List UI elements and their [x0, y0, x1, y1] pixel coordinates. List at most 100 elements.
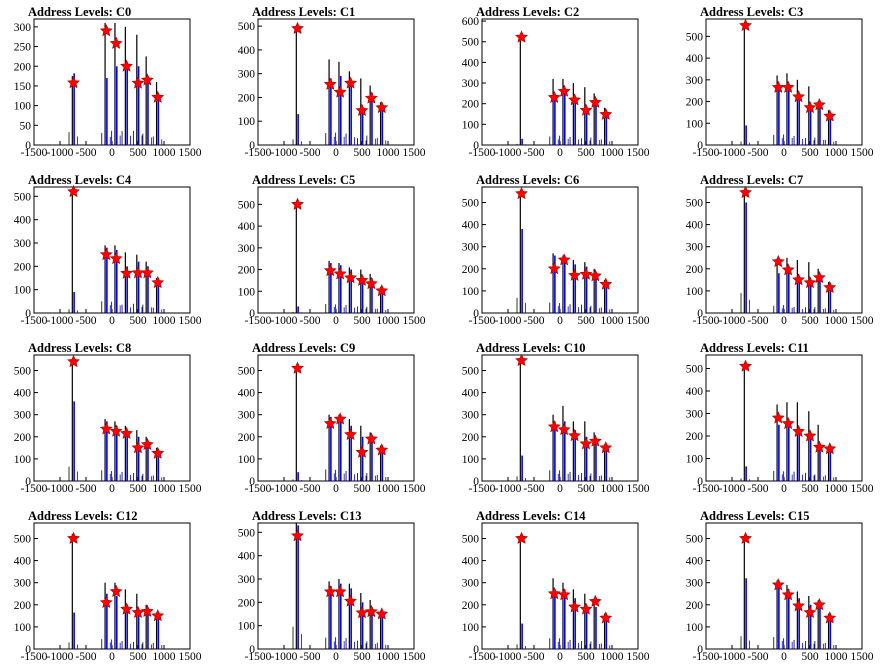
x-tick-label: -500	[299, 147, 320, 159]
peak-marker	[151, 275, 165, 289]
peak-marker	[99, 595, 113, 609]
peak-marker	[291, 361, 304, 374]
y-tick-label: 400	[14, 215, 32, 227]
x-tick-label: 1500	[179, 147, 202, 159]
peak-marker	[599, 107, 613, 120]
x-tick-label: -1500	[693, 147, 720, 159]
plot-frame	[481, 522, 639, 650]
x-tick-label: 500	[801, 147, 819, 159]
y-tick-label: 300	[462, 578, 480, 590]
x-tick-label: -1500	[469, 315, 496, 327]
peak-marker	[812, 440, 826, 453]
x-tick-label: 500	[129, 315, 147, 327]
y-tick-label: 500	[462, 37, 480, 49]
chart-panel-4: Address Levels: C4 0 100 200 300 400 500 -1500-…	[0, 168, 224, 336]
y-tick-label: 400	[238, 45, 256, 57]
y-tick-label: 300	[14, 410, 32, 422]
y-tick-label: 0	[473, 644, 479, 656]
peak-marker	[547, 90, 561, 103]
chart-title: Address Levels: C11	[700, 341, 809, 355]
peak-marker	[823, 442, 837, 455]
peak-marker	[792, 273, 805, 286]
y-tick-label: 0	[249, 308, 255, 320]
y-tick-label: 400	[686, 556, 704, 568]
plot-frame	[705, 522, 863, 650]
y-tick-label: 300	[14, 238, 32, 250]
x-tick-label: -500	[523, 483, 544, 495]
y-tick-label: 0	[249, 476, 255, 488]
x-tick-label: -1500	[245, 483, 272, 495]
peak-marker	[823, 109, 837, 122]
peak-marker	[364, 604, 378, 618]
peak-marker	[547, 586, 561, 600]
y-tick-label: 300	[14, 578, 32, 590]
x-tick-label: -1500	[245, 651, 272, 663]
peak-marker	[323, 263, 337, 277]
chart-title: Address Levels: C6	[476, 173, 579, 187]
x-tick-label: 500	[801, 483, 819, 495]
y-tick-label: 500	[686, 31, 704, 43]
chart-svg: Address Levels: C10100200300400500-1500-…	[238, 5, 426, 159]
peak-marker	[355, 445, 369, 458]
chart-svg: Address Levels: C14 0 100 200 300 400 500 -1500…	[462, 509, 650, 663]
x-tick-label: 1000	[825, 147, 848, 159]
chart-panel-8: Address Levels: C8 0 100 200 300 400 500 -1500-…	[0, 336, 224, 504]
x-tick-label: -1000	[271, 483, 298, 495]
x-tick-label: 500	[353, 483, 371, 495]
chart-title: Address Levels: C13	[252, 509, 362, 523]
peak-marker	[120, 426, 133, 439]
y-tick-label: 100	[238, 621, 256, 633]
x-tick-label: 1500	[627, 483, 650, 495]
x-tick-label: -1000	[719, 147, 746, 159]
x-tick-label: -1500	[21, 651, 48, 663]
y-tick-label: 500	[686, 364, 704, 376]
x-tick-label: -500	[523, 147, 544, 159]
x-tick-label: 1000	[153, 651, 176, 663]
y-tick-label: 0	[697, 308, 703, 320]
peak-marker	[291, 21, 304, 34]
x-tick-label: 500	[129, 483, 147, 495]
x-tick-label: -1500	[245, 147, 272, 159]
x-tick-label: -1000	[719, 315, 746, 327]
chart-svg: Address Levels: C40100200300400500-1500-…	[14, 173, 202, 327]
y-tick-label: 400	[462, 388, 480, 400]
y-tick-label: 0	[473, 476, 479, 488]
peak-marker	[131, 76, 145, 89]
x-tick-label: -500	[747, 483, 768, 495]
x-tick-label: 0	[781, 483, 787, 495]
peak-marker	[515, 353, 528, 366]
peak-marker	[344, 76, 357, 89]
x-tick-label: -1000	[719, 483, 746, 495]
x-tick-label: -1000	[495, 483, 522, 495]
chart-svg: Address Levels: C90100200300400500-1500-…	[238, 341, 426, 495]
x-tick-label: 0	[781, 147, 787, 159]
peak-marker	[599, 277, 613, 290]
x-tick-label: -1000	[47, 147, 74, 159]
y-tick-label: 300	[238, 574, 256, 586]
chart-svg: Address Levels: C0 0 50 100 150 200 250 300 -150…	[14, 5, 202, 159]
chart-title: Address Levels: C10	[476, 341, 586, 355]
peak-marker	[140, 266, 154, 279]
x-tick-label: 1500	[179, 315, 202, 327]
y-tick-label: 500	[462, 365, 480, 377]
peak-marker	[803, 275, 817, 289]
y-tick-label: 100	[462, 622, 480, 634]
peak-marker	[771, 578, 785, 591]
peak-marker	[140, 604, 154, 617]
x-tick-label: 1000	[601, 147, 624, 159]
peak-marker	[364, 91, 378, 104]
y-tick-label: 200	[238, 432, 256, 444]
y-tick-label: 300	[686, 75, 704, 87]
y-tick-label: 0	[249, 644, 255, 656]
peak-marker	[547, 420, 561, 433]
x-tick-label: 1500	[627, 651, 650, 663]
chart-title: Address Levels: C12	[28, 509, 138, 523]
x-tick-label: 1000	[153, 147, 176, 159]
peak-marker	[568, 268, 581, 281]
chart-panel-10: Address Levels: C10 0 100 200 300 400 500 -1500…	[448, 336, 672, 504]
x-tick-label: -1000	[271, 315, 298, 327]
x-tick-label: 1000	[377, 651, 400, 663]
x-tick-label: -1500	[693, 651, 720, 663]
chart-svg: Address Levels: C10 0 100 200 300 400 500 -1500…	[462, 341, 650, 495]
y-tick-label: 200	[462, 264, 480, 276]
